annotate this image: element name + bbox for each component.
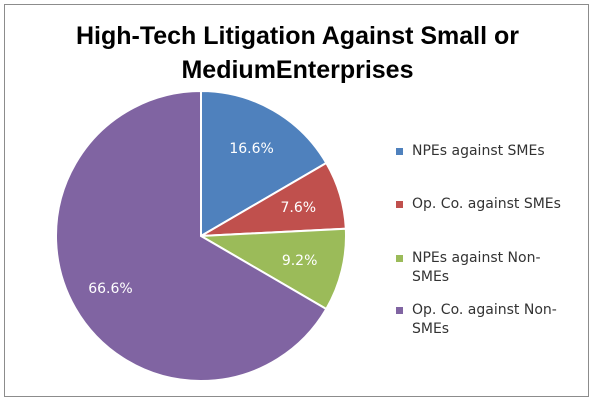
legend-label-npes-smes: NPEs against SMEs (412, 142, 587, 161)
data-label-npes-against-non-smes: 9.2% (282, 253, 318, 269)
legend-swatch-opco-non-smes (396, 307, 403, 314)
pie-slice-op-co-against-non-smes (55, 89, 328, 382)
data-label-npes-against-smes: 16.6% (229, 141, 273, 157)
legend-label-npes-non-smes: NPEs against Non- SMEs (412, 249, 587, 287)
legend-line: Op. Co. against Non- (412, 302, 557, 318)
data-label-op-co-against-non-smes: 66.6% (88, 281, 132, 297)
pie-slice-npes-against-smes (200, 89, 328, 238)
legend-line: SMEs (412, 321, 450, 337)
legend-label-opco-non-smes: Op. Co. against Non- SMEs (412, 301, 587, 339)
legend-swatch-npes-smes (396, 148, 403, 155)
pie-slice-npes-against-non-smes (197, 227, 347, 311)
legend-line: Op. Co. against SMEs (412, 196, 561, 212)
chart-title: High-Tech Litigation Against Small or Me… (5, 19, 590, 87)
legend-line: NPEs against SMEs (412, 143, 545, 159)
legend-swatch-opco-smes (396, 201, 403, 208)
legend-label-opco-smes: Op. Co. against SMEs (412, 195, 587, 214)
legend-line: SMEs (412, 269, 450, 285)
chart-title-line-1: High-Tech Litigation Against Small or (75, 22, 520, 50)
data-label-op-co-against-smes: 7.6% (281, 200, 317, 216)
legend-line: NPEs against Non- (412, 250, 541, 266)
chart-title-line-2: MediumEnterprises (181, 56, 414, 84)
legend-swatch-npes-non-smes (396, 255, 403, 262)
